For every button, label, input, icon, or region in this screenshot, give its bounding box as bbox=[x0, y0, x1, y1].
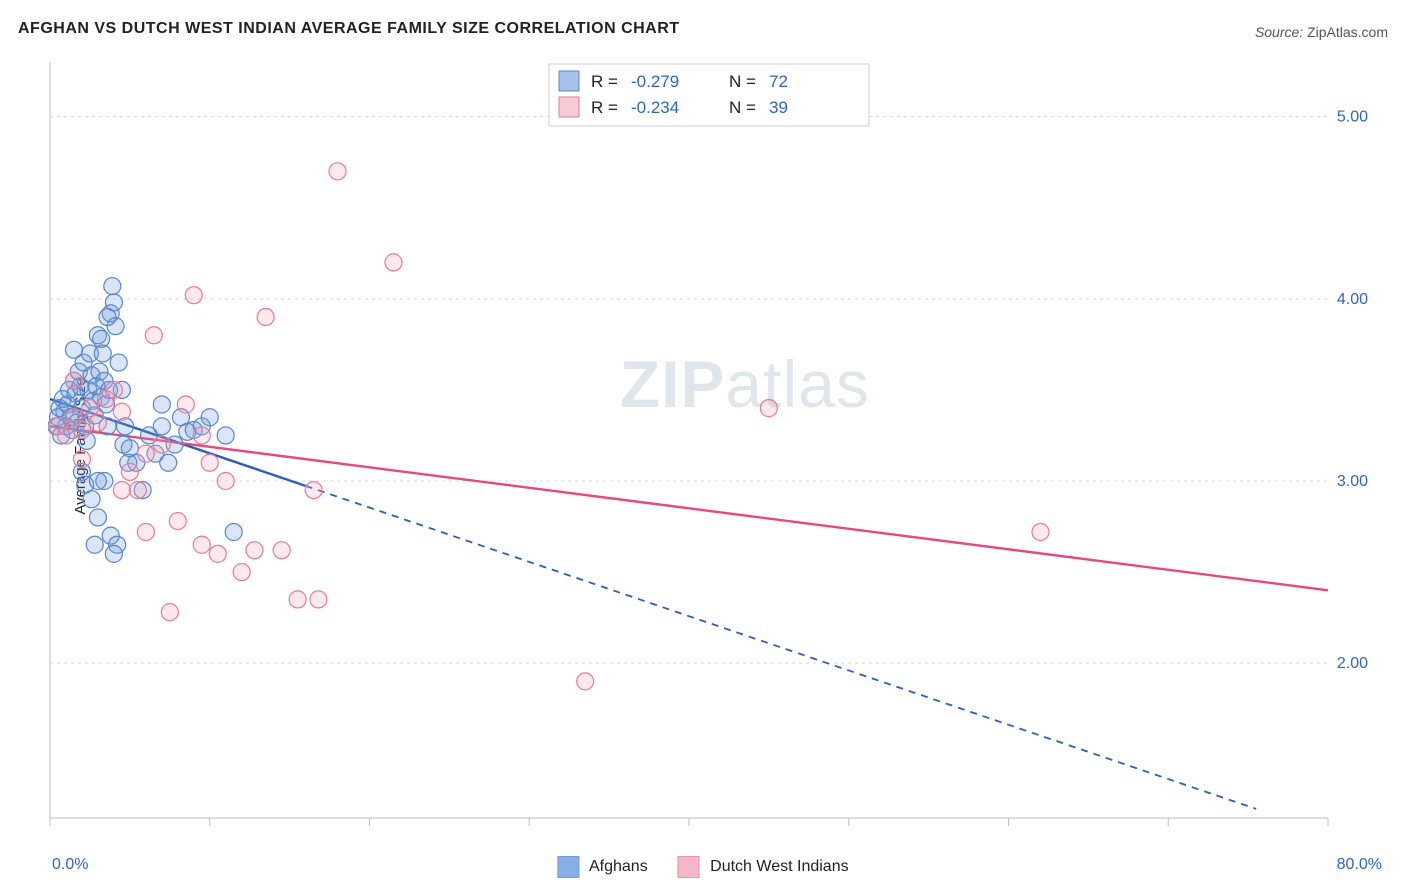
svg-text:-0.279: -0.279 bbox=[631, 72, 679, 91]
legend-label-dutch: Dutch West Indians bbox=[710, 858, 848, 875]
bottom-legend: Afghans Dutch West Indians bbox=[557, 856, 848, 878]
legend-swatch-afghans bbox=[557, 856, 579, 878]
legend-label-afghans: Afghans bbox=[589, 858, 648, 875]
x-axis-max-label: 80.0% bbox=[1337, 856, 1382, 874]
svg-text:N =: N = bbox=[729, 98, 756, 117]
svg-text:3.00: 3.00 bbox=[1337, 473, 1368, 490]
source-name: ZipAtlas.com bbox=[1307, 24, 1388, 40]
scatter-chart-svg: 2.00 3.00 4.00 5.00 R = -0.279 N = 72 R = -0.2… bbox=[48, 56, 1388, 836]
svg-text:N =: N = bbox=[729, 72, 756, 91]
svg-text:5.00: 5.00 bbox=[1337, 109, 1368, 126]
legend-item-dutch: Dutch West Indians bbox=[678, 856, 849, 878]
source-attribution: Source: ZipAtlas.com bbox=[1255, 24, 1388, 40]
x-axis-min-label: 0.0% bbox=[52, 856, 88, 874]
svg-text:-0.234: -0.234 bbox=[631, 98, 679, 117]
svg-text:72: 72 bbox=[769, 72, 788, 91]
svg-text:4.00: 4.00 bbox=[1337, 291, 1368, 308]
source-label: Source: bbox=[1255, 24, 1303, 40]
legend-swatch-dutch bbox=[678, 856, 700, 878]
svg-text:39: 39 bbox=[769, 98, 788, 117]
svg-text:R =: R = bbox=[591, 98, 618, 117]
svg-text:R =: R = bbox=[591, 72, 618, 91]
legend-item-afghans: Afghans bbox=[557, 856, 647, 878]
plot-area: 2.00 3.00 4.00 5.00 R = -0.279 N = 72 R = -0.2… bbox=[48, 56, 1388, 836]
chart-title: AFGHAN VS DUTCH WEST INDIAN AVERAGE FAMI… bbox=[18, 20, 680, 38]
svg-text:2.00: 2.00 bbox=[1337, 655, 1368, 672]
